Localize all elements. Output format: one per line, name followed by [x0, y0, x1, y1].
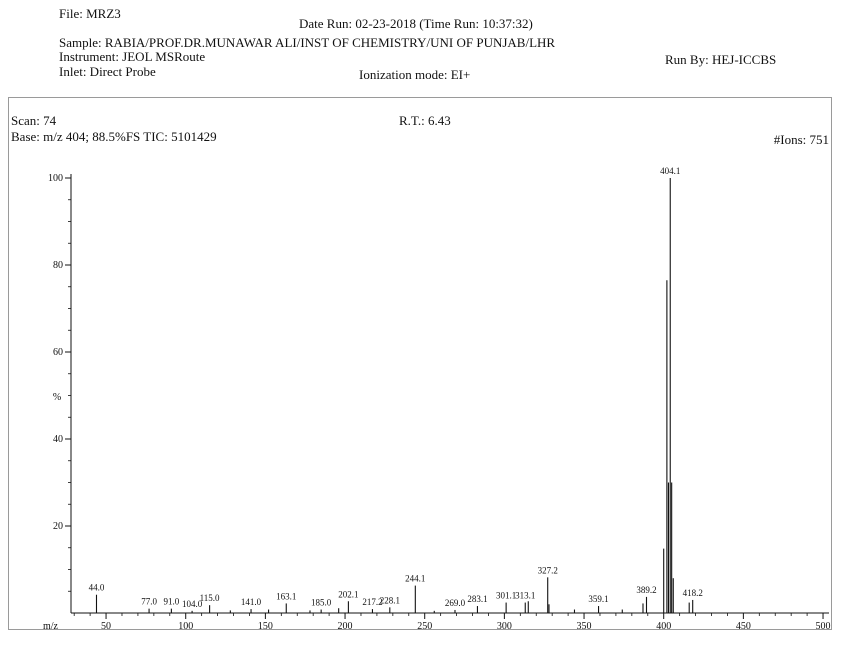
x-tick-label: 300 — [497, 621, 512, 629]
ionization-mode: Ionization mode: EI+ — [359, 67, 471, 82]
y-tick-label: 80 — [53, 260, 63, 271]
peak-label: 228.1 — [380, 595, 400, 605]
peak-label: 301.1 — [496, 591, 516, 601]
inlet-info: Inlet: Direct Probe — [59, 64, 156, 79]
peak-label: 327.2 — [538, 565, 558, 575]
sample-info: Sample: RABIA/PROF.DR.MUNAWAR ALI/INST O… — [59, 35, 556, 50]
x-tick-label: 50 — [101, 621, 111, 629]
y-tick-label: 40 — [53, 434, 63, 445]
peak-label: 44.0 — [89, 583, 105, 593]
peak-label: 202.1 — [338, 589, 358, 599]
spectrum-frame: Scan: 74 Base: m/z 404; 88.5%FS TIC: 510… — [8, 97, 832, 630]
peak-label: 404.1 — [660, 166, 680, 176]
run-by: Run By: HEJ-ICCBS — [665, 52, 777, 67]
peak-label: 313.1 — [515, 591, 535, 601]
x-tick-label: 400 — [656, 621, 671, 629]
x-tick-label: 350 — [577, 621, 592, 629]
retention-time: R.T.: 6.43 — [399, 113, 451, 128]
peak-label: 418.2 — [683, 588, 703, 598]
y-tick-label: 60 — [53, 347, 63, 358]
peak-label: 359.1 — [588, 594, 608, 604]
peak-label: 185.0 — [311, 598, 332, 608]
mass-spectrum-plot: 50 100 150 200 250 300 350 400 450 500 20 40 60 80 100… — [43, 166, 831, 629]
peak-label: 163.1 — [276, 591, 296, 601]
x-tick-label: 100 — [178, 621, 193, 629]
peak-label: 91.0 — [164, 597, 180, 607]
y-tick-label: 100 — [48, 173, 63, 184]
peak-label: 115.0 — [200, 593, 220, 603]
date-run: Date Run: 02-23-2018 (Time Run: 10:37:32… — [299, 16, 533, 31]
peak-label: 389.2 — [636, 585, 656, 595]
peak-label: 283.1 — [467, 594, 487, 604]
peak-label: 104.0 — [182, 599, 203, 609]
x-tick-label: 450 — [736, 621, 751, 629]
x-tick-label: 250 — [417, 621, 432, 629]
x-tick-label: 150 — [258, 621, 273, 629]
peak-label: 217.2 — [362, 597, 382, 607]
peak-label: 244.1 — [405, 574, 425, 584]
peak-label: 269.0 — [445, 598, 466, 608]
y-axis-label: % — [53, 392, 61, 403]
x-axis-label: m/z — [43, 621, 59, 629]
scan-number: Scan: 74 — [11, 113, 57, 128]
file-name: File: MRZ3 — [59, 6, 121, 21]
x-tick-label: 500 — [816, 621, 831, 629]
y-tick-label: 20 — [53, 521, 63, 532]
base-peak-info: Base: m/z 404; 88.5%FS TIC: 5101429 — [11, 129, 217, 144]
peak-label: 77.0 — [141, 597, 157, 607]
peak-label: 141.0 — [241, 597, 262, 607]
ion-count: #Ions: 751 — [773, 132, 829, 147]
x-tick-label: 200 — [338, 621, 353, 629]
instrument-info: Instrument: JEOL MSRoute — [59, 49, 206, 64]
